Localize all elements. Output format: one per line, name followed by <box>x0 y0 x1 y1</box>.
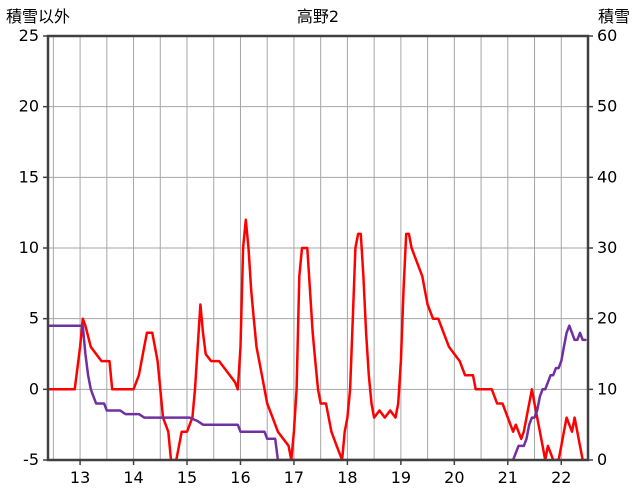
svg-text:10: 10 <box>19 238 39 257</box>
svg-text:50: 50 <box>597 97 617 116</box>
svg-text:5: 5 <box>29 309 39 328</box>
svg-text:-5: -5 <box>23 450 39 469</box>
svg-text:40: 40 <box>597 167 617 186</box>
svg-text:21: 21 <box>498 468 518 487</box>
svg-text:15: 15 <box>19 167 39 186</box>
svg-text:18: 18 <box>337 468 357 487</box>
svg-text:20: 20 <box>19 97 39 116</box>
right-axis-title: 積雪 <box>597 7 630 26</box>
svg-text:25: 25 <box>19 26 39 45</box>
left-axis-title: 積雪以外 <box>6 7 71 26</box>
svg-text:20: 20 <box>597 309 617 328</box>
svg-text:13: 13 <box>70 468 90 487</box>
svg-text:0: 0 <box>29 379 39 398</box>
chart-title: 高野2 <box>296 7 340 26</box>
svg-text:17: 17 <box>284 468 304 487</box>
svg-text:14: 14 <box>123 468 143 487</box>
svg-text:22: 22 <box>551 468 571 487</box>
svg-text:0: 0 <box>597 450 607 469</box>
svg-text:16: 16 <box>230 468 250 487</box>
svg-text:60: 60 <box>597 26 617 45</box>
svg-text:10: 10 <box>597 379 617 398</box>
svg-text:15: 15 <box>177 468 197 487</box>
svg-text:19: 19 <box>391 468 411 487</box>
svg-text:30: 30 <box>597 238 617 257</box>
svg-text:20: 20 <box>444 468 464 487</box>
